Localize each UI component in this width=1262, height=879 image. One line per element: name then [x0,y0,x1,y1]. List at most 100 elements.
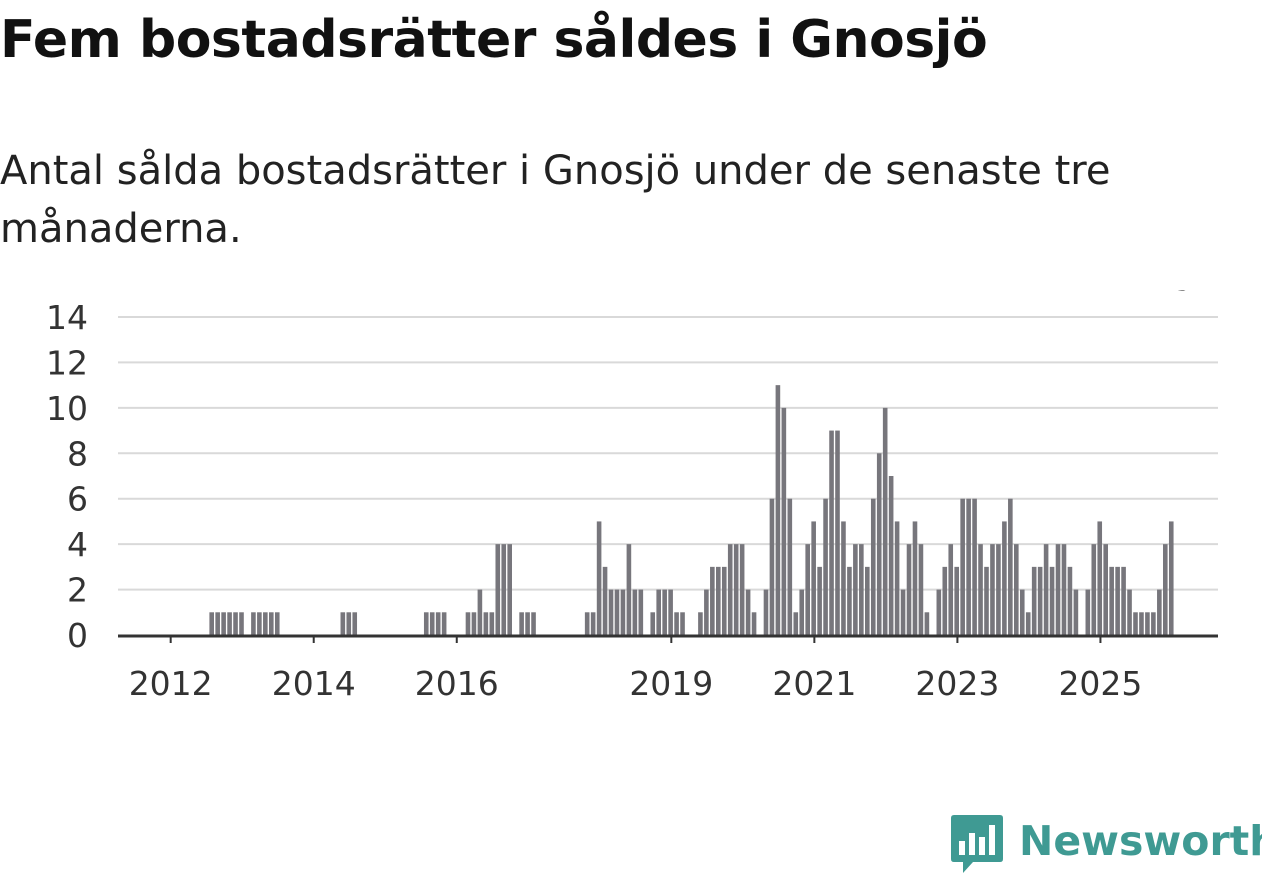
bar [668,589,673,635]
bar [1133,612,1138,635]
bar [942,566,948,635]
bar [346,612,352,635]
bar [340,612,346,635]
bar [1085,589,1091,635]
bar [727,544,733,635]
bar [471,612,477,635]
bar [1014,544,1019,635]
bar [620,589,626,635]
bar [710,566,715,635]
bar [507,544,512,635]
bar [912,521,918,635]
bar [847,566,852,635]
bar [1067,566,1073,635]
bar [519,612,524,635]
x-tick-label-2014: 2014 [272,664,356,703]
bar [1025,612,1031,635]
axes: 0 2 4 6 8 10 12 14 5 2012 2014 2016 2019 2021 2023 2025 [46,290,1218,703]
bar [948,544,954,635]
bar [823,498,828,635]
bar [1043,544,1049,635]
bar [882,407,888,635]
bar [221,612,226,635]
bar [936,589,942,635]
chart-subtitle: Antal sålda bostadsrätter i Gnosjö under… [0,148,1111,252]
bar [680,612,685,635]
bar [1031,566,1037,635]
bar [1127,589,1132,635]
bar [888,476,894,635]
bar [1145,612,1150,635]
bar [1121,566,1126,635]
bar [584,612,590,635]
newsworthy-brand: Newsworthy [951,815,1262,879]
bar [841,521,846,635]
bar [924,612,930,635]
y-tick-label-6: 6 [67,480,88,519]
bar [865,566,870,635]
bar [656,589,661,635]
bar [811,521,816,635]
bar [990,544,995,635]
bar [698,612,703,635]
x-tick-label-2016: 2016 [415,664,499,703]
bar [763,589,769,635]
bar [590,612,596,635]
bar [626,544,632,635]
x-tick-label-2012: 2012 [129,664,213,703]
x-tick-label-2023: 2023 [915,664,999,703]
bar [215,612,220,635]
bar [799,589,805,635]
bar [233,612,238,635]
y-tick-label-2: 2 [67,571,88,610]
bar [894,521,900,635]
bar [704,589,709,635]
bar-series [209,385,1174,635]
x-tick-label-2021: 2021 [772,664,856,703]
bar [227,612,232,635]
bar [674,612,679,635]
bar [465,612,471,635]
bar [859,544,864,635]
bar [483,612,489,635]
bar [870,498,876,635]
bar [900,589,906,635]
bar [602,566,608,635]
bar [477,589,483,635]
bar [787,498,793,635]
bar [1109,566,1114,635]
bar [769,498,775,635]
bar-chart: 0 2 4 6 8 10 12 14 5 2012 2014 2016 2019 2021 2023 2025 [46,290,1218,703]
bar [829,430,834,635]
bar [1139,612,1144,635]
bar [1168,521,1174,635]
bar [650,612,656,635]
bar [775,385,781,635]
bar [1008,498,1013,635]
bar [662,589,667,635]
y-tick-label-8: 8 [67,434,88,473]
bar [781,407,787,635]
bar [352,612,358,635]
y-tick-label-10: 10 [46,389,88,428]
bar [745,589,751,635]
bar [1091,544,1097,635]
x-tick-label-2025: 2025 [1058,664,1142,703]
highlight-data-label: 5 [1174,290,1192,297]
brand-name: Newsworthy [1019,817,1262,865]
bar [489,612,495,635]
bar [954,566,959,635]
bar [1115,566,1120,635]
bar [876,453,882,635]
bar [614,589,620,635]
bar [596,521,602,635]
bar [1019,589,1025,635]
bar [906,544,912,635]
bar [531,612,536,635]
y-tick-label-4: 4 [67,525,88,564]
bar [1037,566,1043,635]
bar [1163,544,1168,635]
bar [733,544,739,635]
bar [274,612,280,635]
bar [853,544,858,635]
